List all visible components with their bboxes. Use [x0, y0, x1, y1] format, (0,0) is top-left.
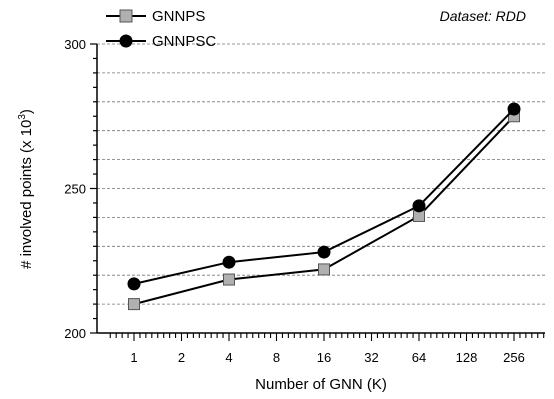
series-layer: [127, 102, 521, 311]
y-axis-title-exponent: 3: [17, 114, 28, 120]
legend-item-gnnps: GNNPS: [106, 8, 205, 25]
data-point-gnnpsc: [127, 277, 141, 291]
x-tick-label: 32: [364, 350, 378, 365]
y-axis-title-main: # involved points (x 10: [18, 120, 35, 269]
legend: GNNPS GNNPSC: [106, 8, 216, 50]
legend-marker-gnnps: [119, 9, 133, 23]
legend-marker-gnnpsc: [119, 34, 133, 48]
x-tick-label: 64: [412, 350, 426, 365]
x-tick-label: 8: [273, 350, 280, 365]
series-line-gnnps: [133, 115, 515, 306]
x-axis-title: Number of GNN (K): [255, 376, 387, 393]
legend-item-gnnpsc: GNNPSC: [106, 33, 216, 50]
y-axis-ticks: 200 250 300: [64, 37, 97, 341]
legend-label-gnnpsc: GNNPSC: [152, 33, 216, 50]
x-tick-label: 4: [225, 350, 232, 365]
data-point-gnnps: [318, 263, 330, 276]
data-point-gnnps: [223, 273, 235, 286]
y-tick-label: 300: [64, 37, 86, 52]
data-point-gnnpsc: [317, 245, 331, 259]
data-point-gnnpsc: [412, 199, 426, 213]
legend-label-gnnps: GNNPS: [152, 8, 205, 25]
y-tick-label: 250: [64, 182, 86, 197]
x-tick-label: 2: [178, 350, 185, 365]
x-tick-label: 16: [317, 350, 331, 365]
x-tick-label: 256: [503, 350, 525, 365]
y-axis-title-close: ): [18, 109, 35, 114]
data-point-gnnpsc: [222, 255, 236, 269]
y-tick-label: 200: [64, 326, 86, 341]
x-tick-label: 128: [456, 350, 478, 365]
x-tick-label: 1: [130, 350, 137, 365]
x-axis-ticks: 1 2 4 8 16 32 64 128 256: [109, 333, 545, 365]
dataset-annotation: Dataset: RDD: [440, 8, 526, 24]
data-point-gnnps: [128, 298, 140, 311]
y-axis-title: # involved points (x 103): [17, 109, 35, 269]
data-point-gnnpsc: [507, 102, 521, 116]
